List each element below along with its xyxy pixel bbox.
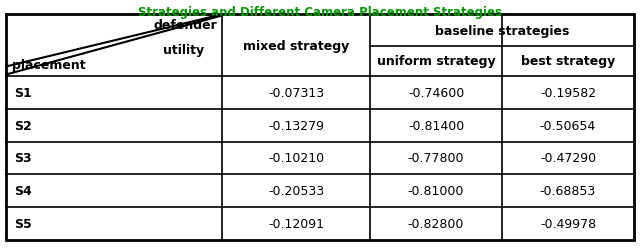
Text: -0.13279: -0.13279 [268,119,324,132]
Text: -0.68853: -0.68853 [540,184,596,198]
Text: -0.81400: -0.81400 [408,119,464,132]
Text: -0.49978: -0.49978 [540,217,596,230]
Bar [6,15,634,240]
Text: S1: S1 [14,86,32,100]
Text: -0.74600: -0.74600 [408,86,464,100]
Text: -0.50654: -0.50654 [540,119,596,132]
Text: -0.81000: -0.81000 [408,184,464,198]
Text: -0.47290: -0.47290 [540,152,596,165]
Text: -0.19582: -0.19582 [540,86,596,100]
Text: uniform strategy: uniform strategy [377,55,495,68]
Text: -0.10210: -0.10210 [268,152,324,165]
Text: S2: S2 [14,119,32,132]
Text: utility: utility [163,44,204,57]
Text: best strategy: best strategy [521,55,615,68]
Text: S4: S4 [14,184,32,198]
Text: S3: S3 [14,152,31,165]
Text: mixed strategy: mixed strategy [243,39,349,52]
Text: placement: placement [12,59,86,72]
Text: -0.82800: -0.82800 [408,217,464,230]
Text: -0.20533: -0.20533 [268,184,324,198]
Text: S5: S5 [14,217,32,230]
Text: -0.77800: -0.77800 [408,152,464,165]
Text: defender: defender [153,19,217,32]
Text: Strategies and Different Camera Placement Strategies: Strategies and Different Camera Placemen… [138,6,502,19]
Text: baseline strategies: baseline strategies [435,24,569,37]
Text: -0.12091: -0.12091 [268,217,324,230]
Text: -0.07313: -0.07313 [268,86,324,100]
